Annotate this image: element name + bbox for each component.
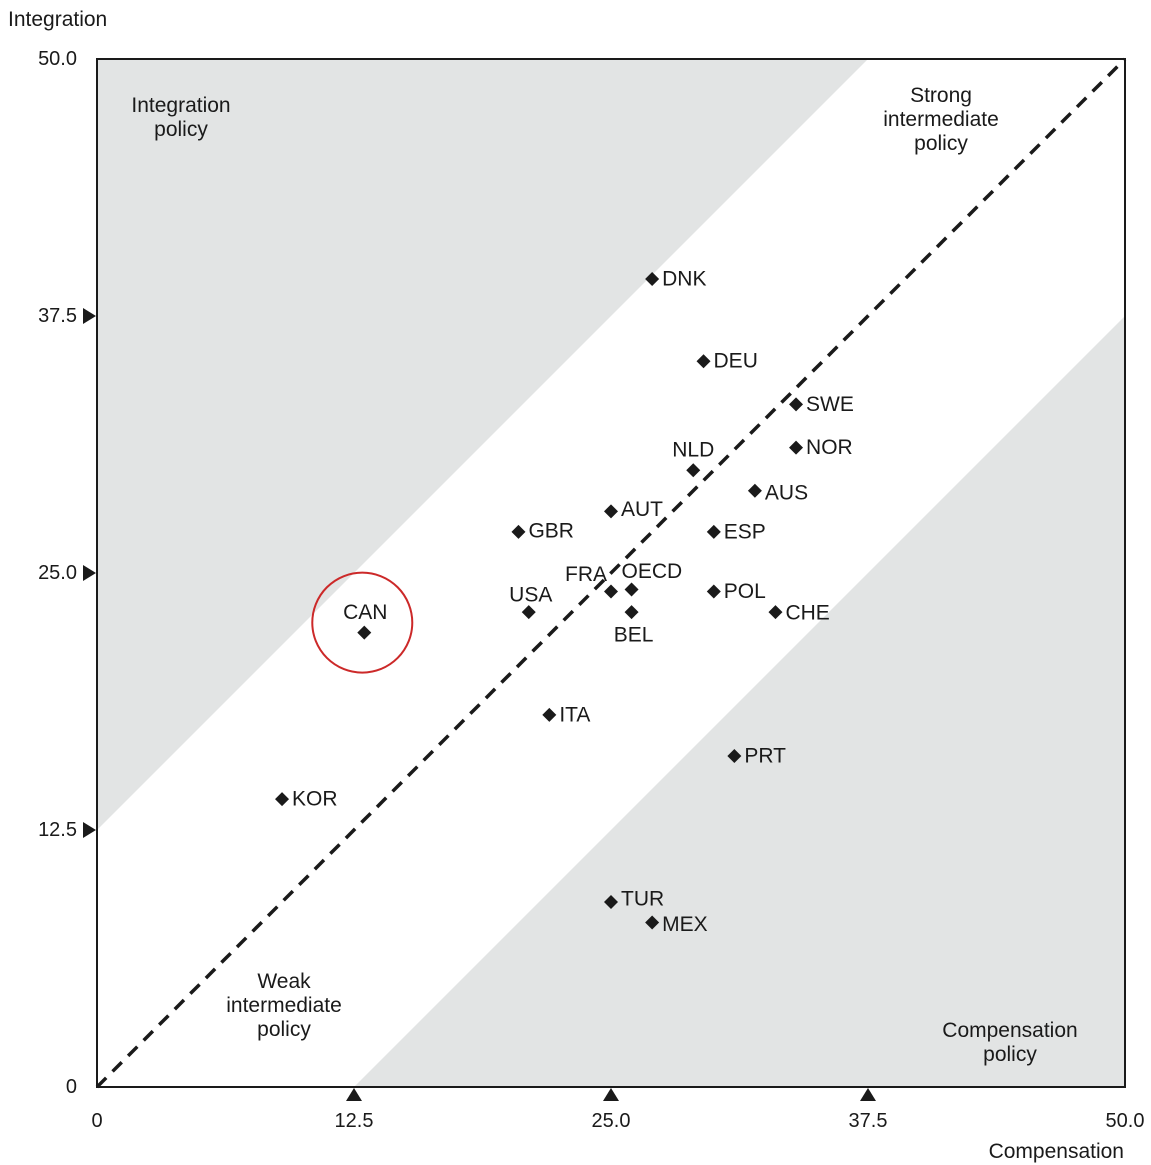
data-point-bel [624, 605, 639, 620]
point-label-can: CAN [343, 601, 387, 624]
y-tick-marker [83, 565, 96, 581]
data-point-swe [789, 397, 804, 412]
integration-policy-region [97, 59, 868, 830]
point-label-nld: NLD [672, 439, 714, 462]
plot-frame [96, 58, 1126, 1088]
data-point-che [768, 605, 783, 620]
x-tick-label: 50.0 [1106, 1110, 1145, 1132]
data-point-gbr [511, 524, 526, 539]
x-tick-label: 12.5 [335, 1110, 374, 1132]
point-label-kor: KOR [292, 788, 338, 811]
point-label-oecd: OECD [622, 560, 683, 583]
y-tick-label: 12.5 [38, 819, 77, 841]
point-label-usa: USA [509, 584, 552, 607]
data-point-aut [604, 504, 618, 519]
region-label-weak-intermediate: Weak intermediate policy [226, 970, 342, 1041]
data-point-ita [542, 707, 557, 722]
x-axis-label: Compensation [989, 1140, 1124, 1163]
point-label-ita: ITA [559, 703, 590, 726]
data-point-nld [686, 463, 701, 478]
point-label-che: CHE [785, 602, 829, 625]
point-label-prt: PRT [744, 744, 786, 767]
point-label-dnk: DNK [662, 267, 706, 290]
data-point-tur [604, 894, 618, 909]
point-label-deu: DEU [714, 350, 758, 373]
y-tick-label: 50.0 [38, 48, 77, 70]
point-label-pol: POL [724, 580, 766, 603]
data-point-dnk [645, 271, 660, 286]
y-tick-label: 37.5 [38, 305, 77, 327]
data-point-fra [604, 584, 618, 599]
point-label-fra: FRA [565, 563, 607, 586]
y-tick-marker [83, 308, 96, 324]
point-label-aut: AUT [621, 498, 663, 521]
point-label-swe: SWE [806, 393, 854, 416]
data-point-mex [645, 915, 660, 930]
region-label-compensation: Compensation policy [942, 1019, 1077, 1066]
highlight-circle [311, 571, 414, 674]
shaded-regions [97, 59, 1125, 1087]
x-tick-marker [860, 1088, 876, 1101]
plot-frame-layer [96, 58, 1126, 1088]
y-tick-marker [83, 822, 96, 838]
point-label-gbr: GBR [528, 519, 574, 542]
point-label-mex: MEX [662, 913, 708, 936]
data-points: DNK DEU SWE NOR NLD AUS AUT GBR ESP FRA OECD POL USA… [275, 267, 854, 936]
axis-ticks: 0 12.5 25.0 37.5 50.0 0 12.5 25.0 37.5 50.0 [38, 48, 1144, 1132]
point-label-nor: NOR [806, 436, 853, 459]
data-point-kor [275, 792, 290, 807]
data-point-prt [727, 748, 742, 763]
point-label-esp: ESP [724, 520, 766, 543]
point-label-aus: AUS [765, 481, 808, 504]
region-label-integration: Integration policy [131, 94, 230, 141]
compensation-policy-region [354, 316, 1125, 1087]
y-tick-label: 0 [66, 1076, 77, 1098]
diagonal-layer [95, 57, 1127, 1089]
point-label-tur: TUR [621, 887, 664, 910]
x-tick-marker [603, 1088, 619, 1101]
data-point-deu [696, 354, 711, 369]
x-tick-label: 0 [91, 1110, 102, 1132]
point-label-bel: BEL [614, 624, 654, 647]
region-labels: Integration policy Strong intermediate polic… [131, 84, 1077, 1066]
x-tick-label: 37.5 [849, 1110, 888, 1132]
data-point-pol [706, 584, 721, 599]
data-point-nor [789, 440, 804, 455]
diagonal-dashed-line [95, 57, 1127, 1089]
data-point-usa [521, 605, 536, 620]
x-tick-label: 25.0 [592, 1110, 631, 1132]
data-point-can [357, 625, 372, 640]
region-label-strong-intermediate: Strong intermediate policy [883, 84, 999, 155]
y-tick-label: 25.0 [38, 562, 77, 584]
data-point-oecd [624, 582, 639, 597]
data-point-aus [747, 483, 762, 498]
data-point-esp [706, 524, 721, 539]
x-tick-marker [346, 1088, 362, 1101]
y-axis-label: Integration [8, 8, 107, 31]
